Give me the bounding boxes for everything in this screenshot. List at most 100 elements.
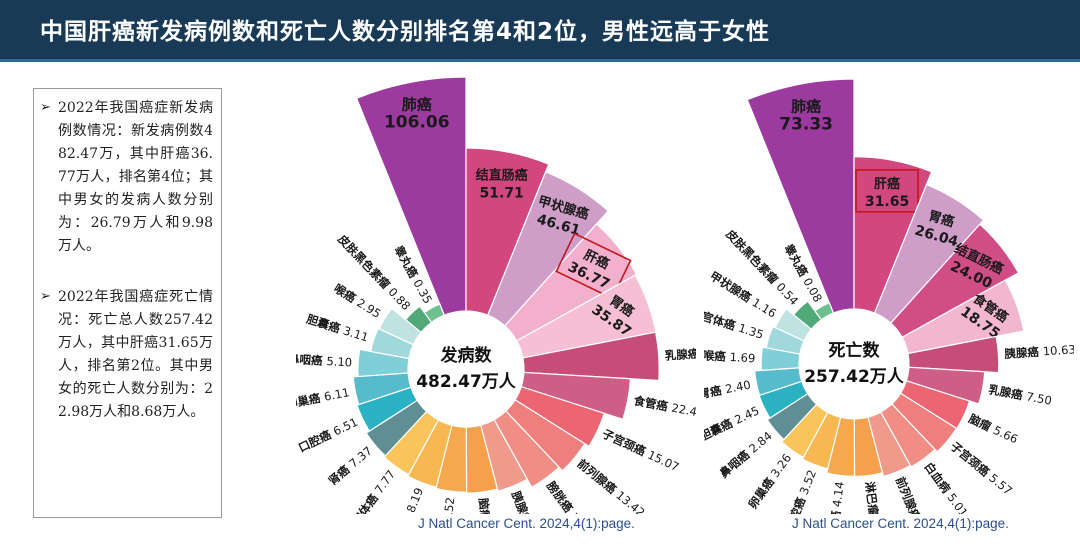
slice-value-label: 7.77 bbox=[372, 467, 398, 496]
slice-category-label: 卵巢癌 bbox=[296, 390, 325, 411]
slice-category-label: 胆囊癌 bbox=[704, 414, 738, 443]
slice-value-label: 5.66 bbox=[991, 423, 1020, 447]
rose-slice: 结直肠癌 51.71 bbox=[465, 147, 550, 317]
slice-category-label: 胃癌 bbox=[704, 382, 727, 401]
slice-value-label: 7.50 bbox=[1025, 389, 1053, 407]
page-title: 中国肝癌新发病例数和死亡人数分别排名第4和2位，男性远高于女性 bbox=[40, 19, 771, 45]
slice-category-label: 胃癌 bbox=[927, 208, 956, 231]
slice-category-label: 子宫颈癌 bbox=[948, 439, 996, 482]
slice-category-label: 膀胱癌 bbox=[543, 478, 578, 514]
center-disc bbox=[409, 312, 523, 426]
slice-category-label: 食管癌 bbox=[633, 393, 673, 414]
slice-category-label: 肺癌 bbox=[402, 96, 432, 114]
center-title: 死亡数 bbox=[829, 340, 881, 361]
rose-slice: 喉癌 1.69 bbox=[704, 346, 801, 372]
slice-label: 胆囊癌 3.11 bbox=[305, 312, 370, 345]
rose-slice-wedge bbox=[889, 223, 1020, 339]
slice-category-label: 膀胱癌 bbox=[825, 506, 844, 514]
slice-value-label: 13.42 bbox=[613, 488, 647, 514]
slice-category-label: 乳腺癌 bbox=[987, 382, 1027, 403]
slice-label: 口腔癌 6.51 bbox=[296, 415, 360, 455]
slice-value-label: 15.07 bbox=[645, 448, 681, 475]
rose-slice: 食管癌 22.40 bbox=[520, 371, 696, 420]
rose-slice: 乳腺癌 7.50 bbox=[905, 366, 1053, 408]
slice-value-label: 10.63 bbox=[1042, 342, 1074, 358]
slice-category-label: 子宫颈癌 bbox=[600, 427, 651, 461]
rose-slice-wedge bbox=[355, 76, 467, 317]
slice-value-label: 3.26 bbox=[768, 451, 794, 480]
slice-value-label: 3.52 bbox=[797, 468, 819, 497]
slice-category-label: 喉癌 bbox=[704, 348, 730, 364]
mortality-source-note: J Natl Cancer Cent. 2024,4(1):page. bbox=[792, 516, 1009, 531]
slice-value-label: 22.40 bbox=[670, 401, 696, 421]
rose-slice-wedge bbox=[853, 156, 933, 314]
slice-label: 卵巢癌 3.26 bbox=[745, 451, 794, 511]
rose-slice-wedge bbox=[465, 147, 550, 317]
rose-slice-wedge bbox=[814, 302, 835, 321]
slice-category-label: 结直肠癌 bbox=[476, 168, 528, 184]
slice-label: 卵巢癌 6.11 bbox=[296, 385, 351, 411]
slice-label: 前列腺癌 4.75 bbox=[893, 475, 934, 514]
slice-label: 喉癌 1.69 bbox=[704, 348, 756, 365]
slice-category-label: 口腔癌 bbox=[296, 426, 337, 455]
summary-item-incidence: ➢ 2022年我国癌症新发病例数情况：新发病例数482.47万，其中肝癌36.7… bbox=[40, 97, 213, 258]
rose-slice-wedge bbox=[746, 78, 855, 314]
title-bar: 中国肝癌新发病例数和死亡人数分别排名第4和2位，男性远高于女性 bbox=[0, 0, 1080, 62]
slice-category-label: 前列腺癌 bbox=[575, 456, 623, 499]
slice-category-label: 乳腺癌 bbox=[664, 346, 696, 363]
rose-slice: 胃癌 2.40 bbox=[704, 367, 803, 401]
slice-label: 胆囊癌 2.45 bbox=[704, 403, 761, 443]
slice-category-label: 胆囊癌 bbox=[305, 312, 346, 337]
rose-slice-wedge bbox=[503, 223, 638, 342]
rose-slice: 肝癌 31.65 bbox=[853, 156, 933, 314]
slice-label: 胰腺癌 10.63 bbox=[1003, 342, 1074, 361]
slice-value-label: 3.11 bbox=[342, 323, 371, 344]
slice-value-label: 2.95 bbox=[354, 296, 383, 321]
slice-value-label: 6.11 bbox=[323, 385, 351, 404]
slice-label: 白血病 5.01 bbox=[922, 460, 971, 514]
slice-value-label: 5.10 bbox=[326, 354, 352, 369]
summary-item-mortality: ➢ 2022年我国癌症死亡情况：死亡总人数257.42万人，其中肝癌31.65万… bbox=[40, 286, 213, 424]
slice-category-label: 白血病 bbox=[922, 460, 956, 499]
center-total: 482.47万人 bbox=[416, 372, 517, 392]
incidence-rose-chart: 肺癌106.06结直肠癌51.71甲状腺癌46.61肝癌36.77胃癌35.87… bbox=[296, 76, 696, 514]
slice-label: 肾癌 7.37 bbox=[326, 444, 375, 489]
rose-slice-wedge bbox=[873, 183, 985, 324]
highlight-box bbox=[855, 169, 919, 213]
slice-category-label: 肝癌 bbox=[874, 176, 900, 192]
slice-label: 膀胱癌 4.14 bbox=[825, 481, 847, 514]
slice-value-label: 8.52 bbox=[440, 496, 457, 514]
slice-label: 鼻咽癌 5.10 bbox=[296, 352, 352, 370]
slice-category-label: 脑瘤 bbox=[476, 497, 493, 514]
slice-label: 口腔癌 3.52 bbox=[783, 468, 819, 514]
slice-value-label: 8.19 bbox=[404, 486, 426, 514]
slice-value-label: 1.16 bbox=[750, 295, 779, 320]
slice-label: 白血病 8.19 bbox=[390, 486, 426, 514]
rose-slice: 淋巴瘤 8.52 bbox=[435, 424, 468, 514]
slice-category-label: 子宫体癌 bbox=[704, 306, 741, 334]
slice-category-label: 甲状腺癌 bbox=[707, 269, 757, 307]
slice-label: 子宫颈癌 5.57 bbox=[948, 439, 1015, 498]
slice-value-label: 2.40 bbox=[724, 378, 752, 397]
rose-slice-wedge bbox=[423, 303, 446, 324]
slice-value-label: 31.65 bbox=[865, 194, 909, 210]
slice-value-label: 1.69 bbox=[729, 350, 755, 365]
slice-category-label: 淋巴瘤 bbox=[862, 481, 881, 514]
slice-label: 食管癌 22.40 bbox=[633, 393, 696, 420]
slice-label: 脑瘤 8.75 bbox=[476, 497, 497, 514]
slice-value-label: 1.35 bbox=[737, 321, 766, 342]
center-disc bbox=[800, 310, 908, 418]
slice-category-label: 卵巢癌 bbox=[745, 472, 779, 511]
sidebar-summary: ➢ 2022年我国癌症新发病例数情况：新发病例数482.47万，其中肝癌36.7… bbox=[33, 88, 222, 518]
slice-category-label: 胰腺癌 bbox=[508, 488, 536, 514]
rose-slice: 胰腺癌 10.63 bbox=[907, 335, 1074, 374]
slice-value-label: 2.45 bbox=[732, 403, 761, 427]
slice-category-label: 鼻咽癌 bbox=[296, 352, 327, 368]
slice-label: 乳腺癌 35.72 bbox=[664, 344, 696, 363]
slice-value-label: 73.33 bbox=[779, 115, 833, 135]
